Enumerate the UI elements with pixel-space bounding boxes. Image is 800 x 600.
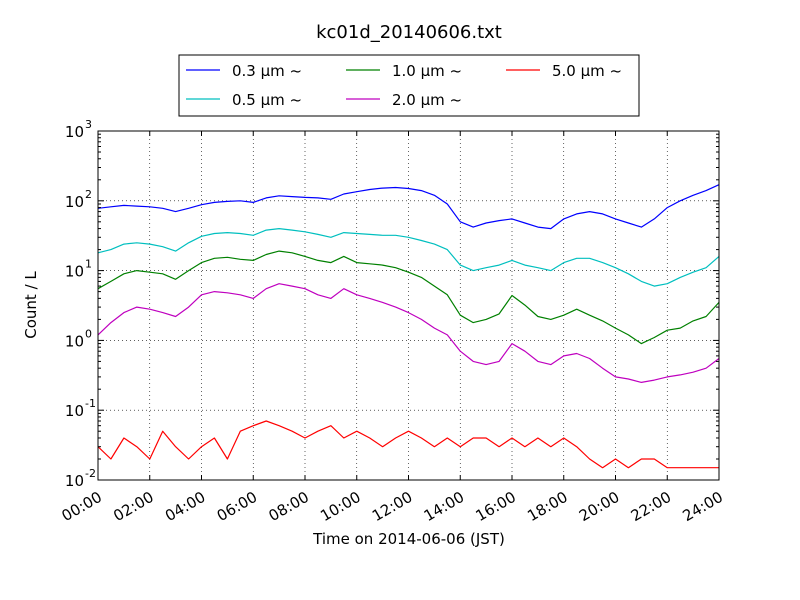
y-tick-label-exponent: 1: [85, 258, 92, 271]
y-axis-label: Count / L: [22, 271, 40, 339]
y-tick-label-exponent: -1: [85, 397, 96, 410]
legend: 0.3 μm ~ 0.5 μm ~ 1.0 μm ~ 2.0 μm ~ 5.0 μm ~: [178, 54, 640, 117]
legend-box: [178, 54, 640, 117]
y-tick-label: 10: [65, 332, 84, 350]
series-lines: [97, 184, 720, 469]
chart-title: kc01d_20140606.txt: [316, 22, 502, 43]
y-tick-label-exponent: -2: [85, 467, 96, 480]
y-tick-label-exponent: 3: [85, 118, 92, 131]
y-tick-label: 10: [65, 263, 84, 281]
legend-entry-label: 2.0 μm ~: [392, 91, 462, 109]
series-line-4: [97, 420, 719, 469]
series-line-2: [97, 250, 720, 345]
y-tick-label: 10: [65, 472, 84, 490]
y-tick-label-exponent: 2: [85, 188, 92, 201]
y-tick-label: 10: [65, 123, 84, 141]
y-tick-label: 10: [65, 193, 84, 211]
series-line-3: [97, 283, 720, 383]
legend-entry-label: 0.3 μm ~: [232, 62, 302, 80]
legend-entry-label: 0.5 μm ~: [232, 91, 302, 109]
legend-entry-label: 5.0 μm ~: [552, 62, 622, 80]
legend-entry-label: 1.0 μm ~: [392, 62, 462, 80]
y-tick-label-exponent: 0: [85, 327, 92, 340]
series-line-1: [97, 228, 720, 287]
series-line-0: [97, 184, 720, 230]
y-tick-label: 10: [65, 402, 84, 420]
x-axis-label: Time on 2014-06-06 (JST): [312, 530, 505, 548]
